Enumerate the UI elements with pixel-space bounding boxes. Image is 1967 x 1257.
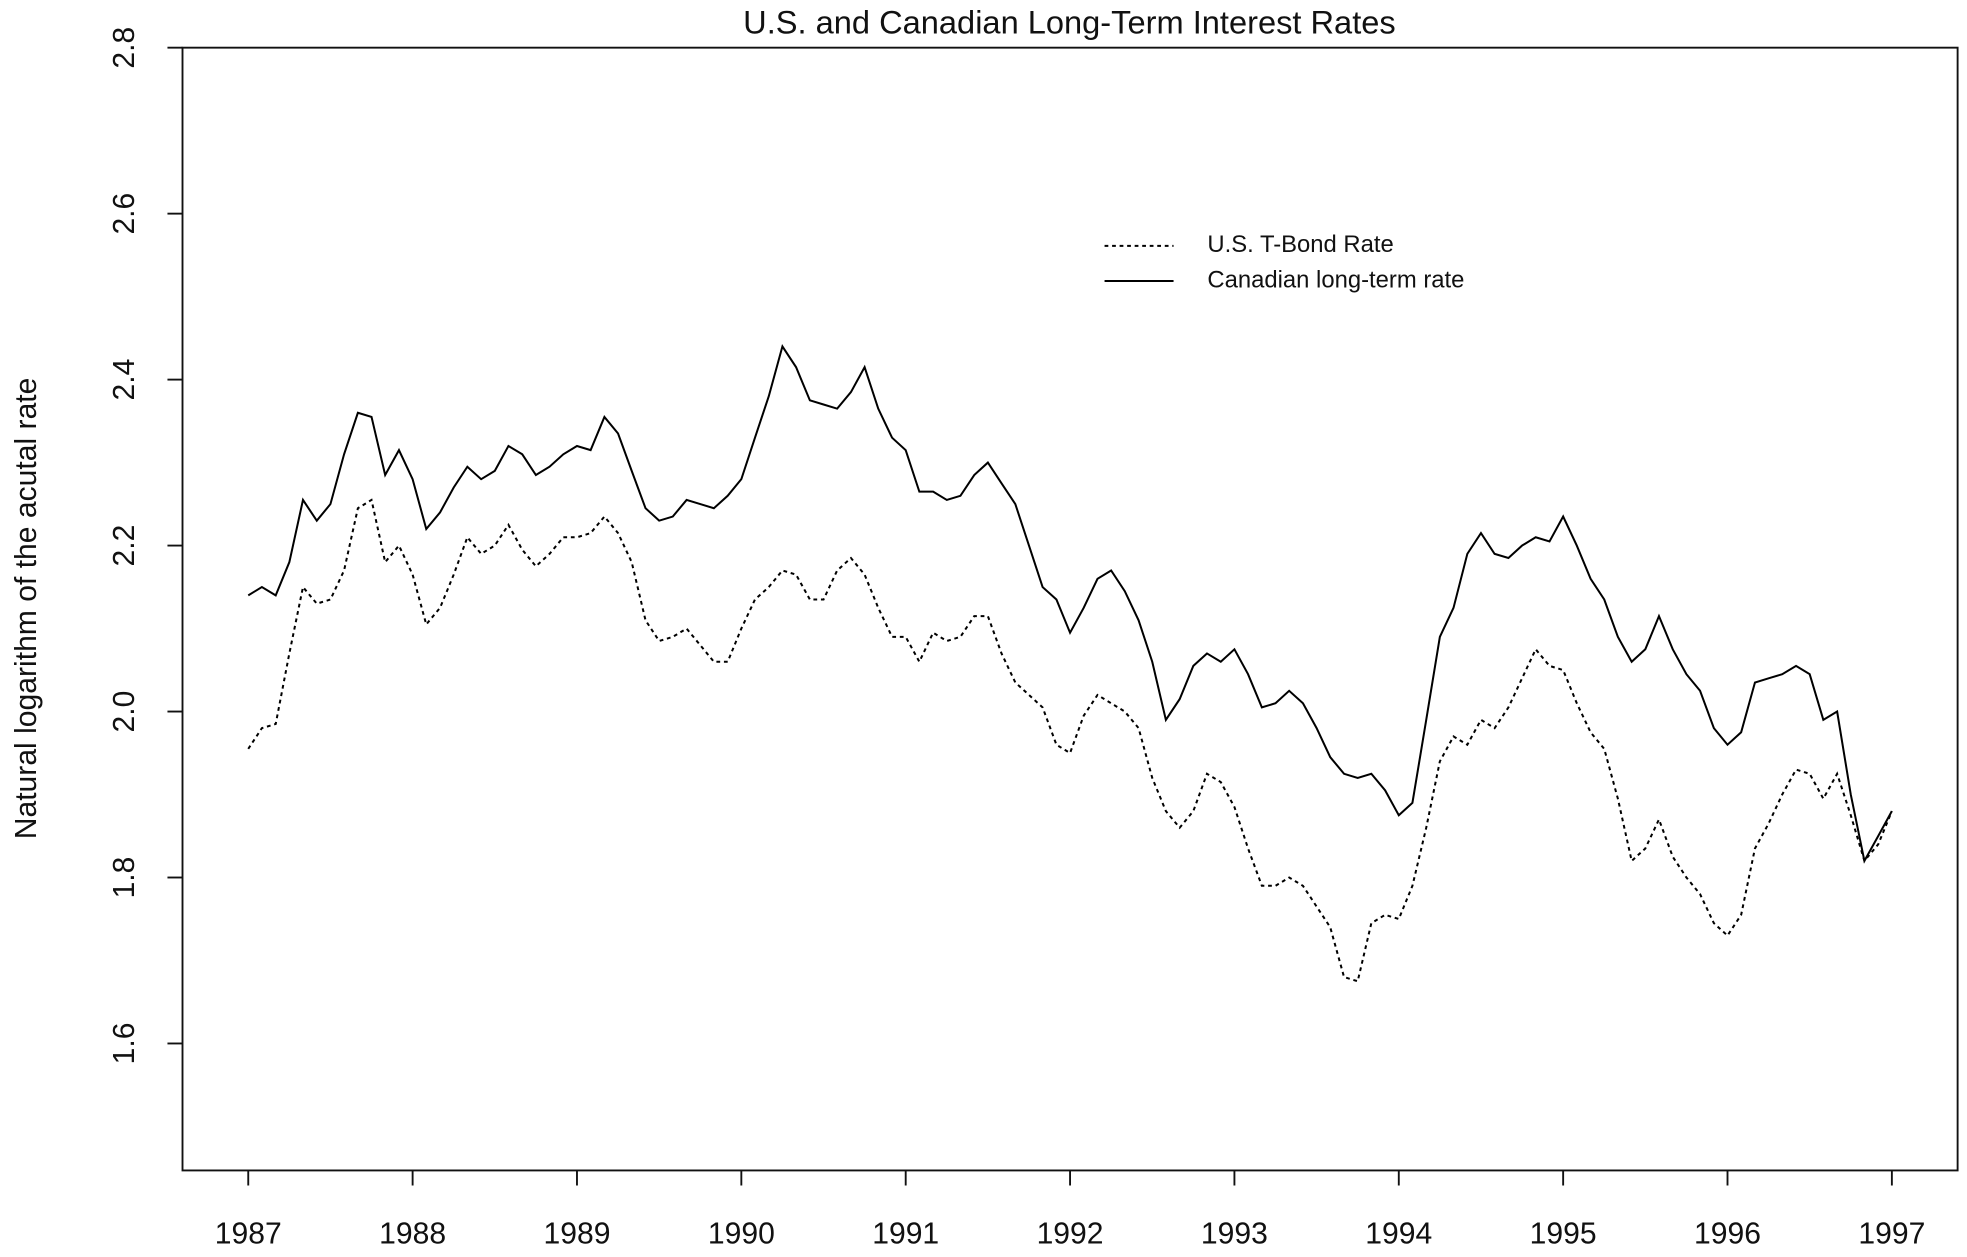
x-tick-label: 1996 bbox=[1694, 1218, 1761, 1251]
y-tick-label: 2.4 bbox=[108, 359, 141, 401]
y-tick-label: 2.6 bbox=[108, 193, 141, 235]
y-tick-label: 2.2 bbox=[108, 525, 141, 567]
x-tick-label: 1994 bbox=[1365, 1218, 1432, 1251]
y-tick-label: 2.0 bbox=[108, 691, 141, 733]
x-tick-label: 1987 bbox=[215, 1218, 282, 1251]
legend-label: Canadian long-term rate bbox=[1207, 266, 1464, 293]
series-line bbox=[247, 498, 1893, 983]
y-axis-label: Natural logarithm of the acutal rate bbox=[10, 378, 43, 840]
x-tick-label: 1997 bbox=[1858, 1218, 1925, 1251]
y-tick-label: 2.8 bbox=[108, 27, 141, 69]
x-tick-label: 1992 bbox=[1037, 1218, 1104, 1251]
chart-title: U.S. and Canadian Long-Term Interest Rat… bbox=[743, 4, 1396, 41]
x-tick-label: 1995 bbox=[1530, 1218, 1597, 1251]
x-tick-label: 1988 bbox=[379, 1218, 446, 1251]
x-tick-label: 1991 bbox=[872, 1218, 939, 1251]
plot-frame bbox=[181, 46, 1959, 1172]
x-tick-label: 1993 bbox=[1201, 1218, 1268, 1251]
x-tick-label: 1990 bbox=[708, 1218, 775, 1251]
x-tick-label: 1989 bbox=[543, 1218, 610, 1251]
legend-label: U.S. T-Bond Rate bbox=[1207, 231, 1393, 258]
y-tick-label: 1.6 bbox=[108, 1023, 141, 1065]
y-tick-label: 1.8 bbox=[108, 857, 141, 899]
series-line bbox=[247, 344, 1893, 864]
